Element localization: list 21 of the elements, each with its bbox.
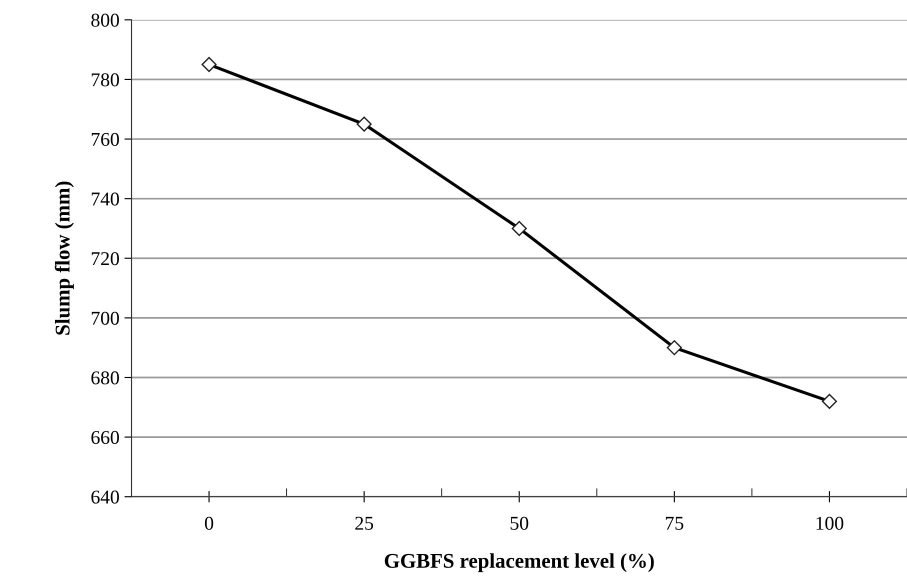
x-tick-label: 0 xyxy=(204,516,214,530)
y-tick-label: 760 xyxy=(92,132,119,146)
x-tick-label: 50 xyxy=(510,516,528,530)
y-axis-title: Slump flow (mm) xyxy=(54,182,74,335)
point xyxy=(666,340,682,356)
y-tick-label: 660 xyxy=(91,430,119,444)
x-tick-label: 25 xyxy=(355,516,374,530)
x-tick-label: 75 xyxy=(666,516,684,530)
y-tick-label: 640 xyxy=(91,490,119,504)
point xyxy=(356,116,372,132)
y-tick-label: 780 xyxy=(92,73,119,86)
y-tick-label: 700 xyxy=(92,312,119,325)
point xyxy=(201,56,217,72)
point xyxy=(512,220,527,236)
y-tick-label: 680 xyxy=(91,371,119,384)
y-tick-label: 800 xyxy=(91,14,119,27)
y-tick-label: 740 xyxy=(92,192,119,206)
x-tick-label: 100 xyxy=(816,516,844,530)
x-axis-title: GGBFS replacement level (%) xyxy=(384,553,654,572)
point xyxy=(822,394,838,409)
y-tick-label: 720 xyxy=(92,252,119,266)
